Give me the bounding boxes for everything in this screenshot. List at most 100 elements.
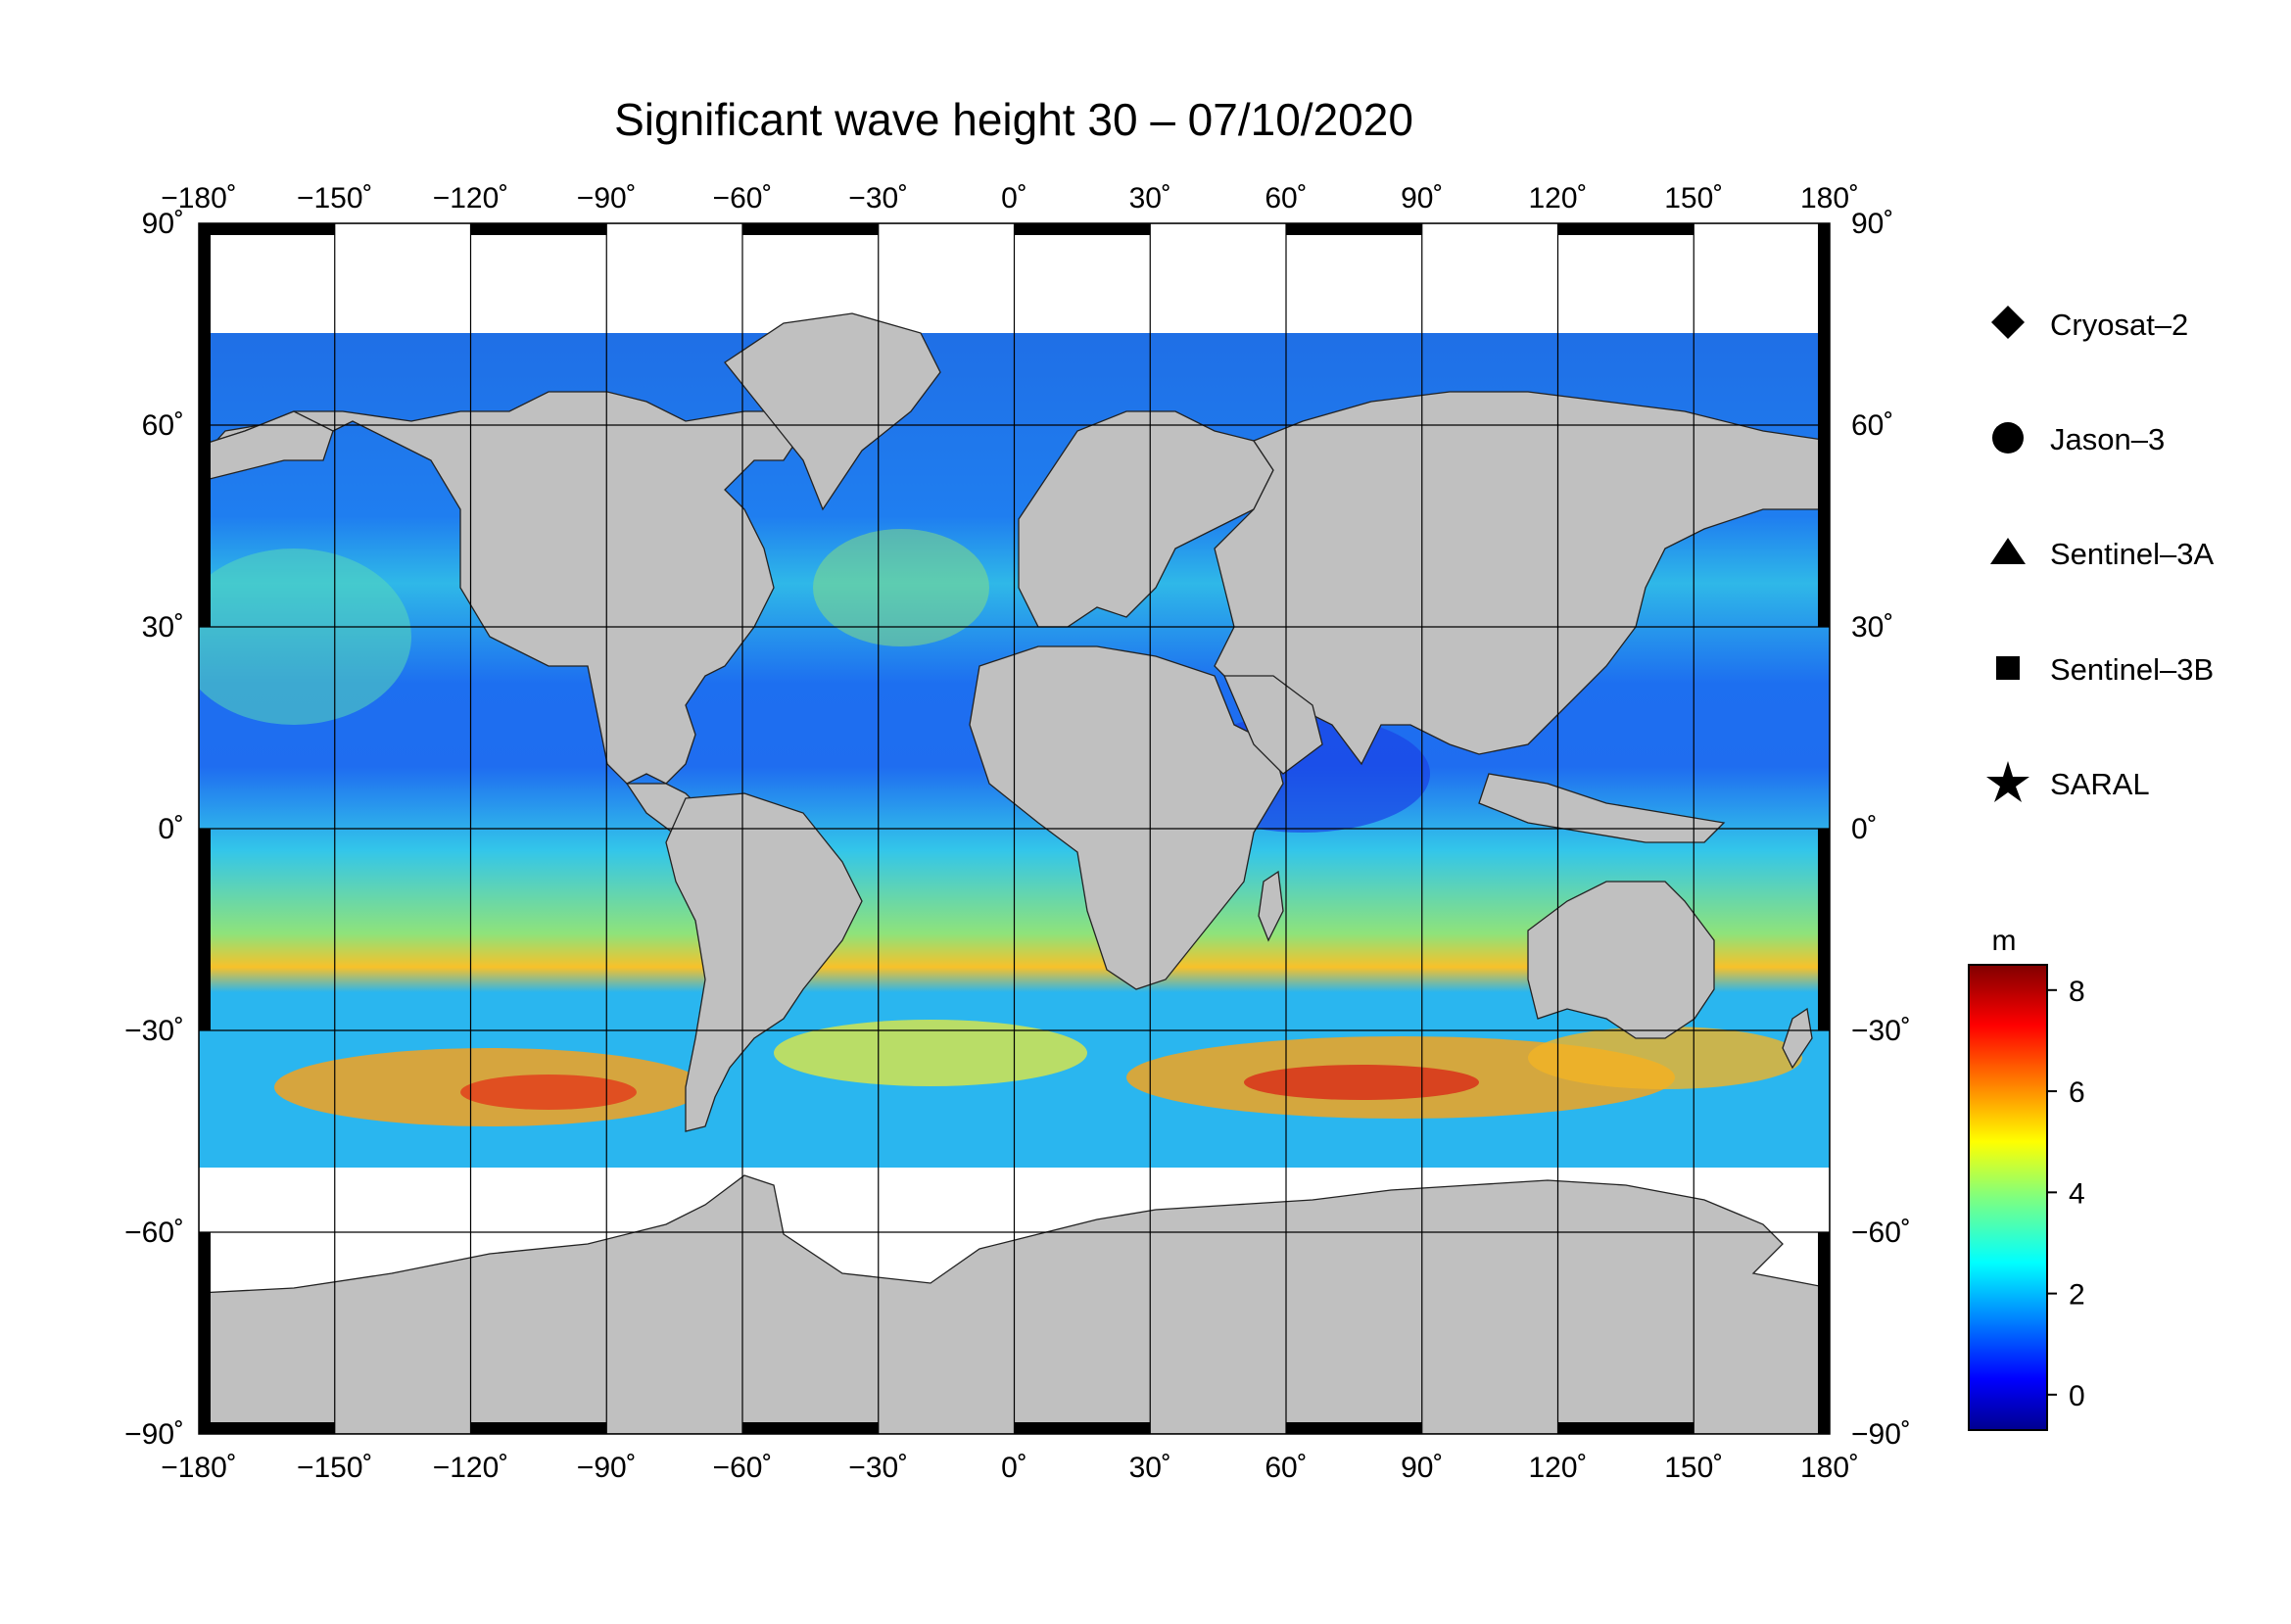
legend-label: Jason–3	[2050, 422, 2165, 456]
graticule	[199, 223, 1830, 1434]
land-north-america	[199, 391, 804, 785]
lon-ticks-bottom: −180˚ −150˚ −120˚ −90˚ −60˚ −30˚ 0˚ 30˚ 60˚ 90˚ 12…	[161, 1452, 1859, 1484]
lon-tick-label: 0˚	[1001, 1452, 1027, 1484]
swell-north-atlantic	[813, 529, 989, 646]
colorbar: m 0 2 4 6 8	[1968, 925, 2085, 1431]
lon-tick-label: 180˚	[1800, 182, 1859, 215]
colorbar-tick-label: 0	[2069, 1380, 2085, 1412]
map-title: Significant wave height 30 – 07/10/2020	[614, 94, 1413, 145]
lon-tick-label: −180˚	[161, 1452, 237, 1484]
frame-bar-segment	[1818, 829, 1830, 1030]
hotspot-south-pacific-core	[460, 1075, 637, 1110]
colorbar-gradient	[1968, 964, 2048, 1431]
land-greenland	[724, 312, 941, 511]
lon-tick-label: −120˚	[433, 182, 509, 215]
legend-item-sentinel-3b: Sentinel–3B	[1996, 652, 2214, 687]
frame-bar-segment	[199, 1422, 335, 1434]
lon-tick-label: −30˚	[848, 1452, 908, 1484]
frame-bar-segment	[1818, 425, 1830, 627]
lon-tick-label: 90˚	[1401, 1452, 1443, 1484]
frame-bar-segment	[1818, 223, 1830, 425]
lat-tick-label: 90˚	[1851, 208, 1893, 240]
land-arabia	[1223, 675, 1323, 775]
land-australia	[1527, 881, 1715, 1039]
lon-tick-label: 60˚	[1265, 1452, 1307, 1484]
hotspot-south-atlantic	[774, 1020, 1087, 1086]
diamond-icon	[1991, 306, 2025, 339]
square-icon	[1996, 656, 2020, 680]
lon-tick-label: 120˚	[1528, 182, 1587, 215]
lat-ticks-right: 90˚ 60˚ 30˚ 0˚ −30˚ −60˚ −90˚	[1851, 208, 1911, 1451]
colorbar-tick-label: 2	[2069, 1279, 2085, 1312]
lat-ticks-left: 90˚ 60˚ 30˚ 0˚ −30˚ −60˚ −90˚	[124, 208, 184, 1451]
lat-tick-label: 0˚	[1851, 813, 1878, 845]
colorbar-tick-label: 8	[2069, 976, 2085, 1008]
lon-tick-label: 150˚	[1664, 182, 1723, 215]
lon-tick-label: 180˚	[1800, 1452, 1859, 1484]
lon-tick-label: 60˚	[1265, 182, 1307, 215]
lon-tick-label: −180˚	[161, 182, 237, 215]
satellite-legend: Cryosat–2 Jason–3 Sentinel–3A Sentinel–3…	[1986, 306, 2215, 802]
frame-bar-segment	[199, 425, 211, 627]
lat-tick-label: 0˚	[158, 813, 184, 845]
lon-tick-label: −60˚	[713, 1452, 773, 1484]
hotspot-south-indian-core	[1244, 1065, 1479, 1100]
lon-tick-label: 0˚	[1001, 182, 1027, 215]
frame-bar-segment	[1286, 223, 1422, 235]
frame-bar-segment	[199, 223, 211, 425]
lat-tick-label: −90˚	[1851, 1418, 1911, 1451]
legend-item-cryosat: Cryosat–2	[1991, 306, 2188, 342]
lon-tick-label: −90˚	[577, 182, 637, 215]
frame-bar-segment	[199, 223, 335, 235]
land-alaska	[199, 410, 334, 481]
frame-bar-segment	[470, 223, 607, 235]
lat-tick-label: 60˚	[142, 409, 184, 442]
world-map	[199, 223, 1830, 1434]
frame-bar-segment	[1014, 1422, 1151, 1434]
frame-bar-segment	[1818, 1232, 1830, 1434]
colorbar-tick-label: 4	[2069, 1177, 2085, 1210]
frame-bar-segment	[1014, 223, 1151, 235]
lat-tick-label: −30˚	[124, 1015, 184, 1047]
lat-tick-label: 30˚	[142, 611, 184, 644]
colorbar-ticks: 0 2 4 6 8	[2047, 976, 2085, 1412]
lon-tick-label: 90˚	[1401, 182, 1443, 215]
lon-tick-label: 150˚	[1664, 1452, 1723, 1484]
triangle-icon	[1990, 538, 2026, 564]
frame-bar-segment	[1286, 1422, 1422, 1434]
lat-tick-label: −60˚	[1851, 1217, 1911, 1249]
lat-tick-label: 60˚	[1851, 409, 1893, 442]
land-new-zealand	[1782, 1007, 1813, 1070]
land-africa	[969, 645, 1284, 990]
colorbar-unit: m	[1992, 925, 2017, 957]
lat-tick-label: −60˚	[124, 1217, 184, 1249]
land-south-america	[665, 792, 863, 1132]
lon-tick-label: −150˚	[297, 182, 373, 215]
lat-tick-label: −90˚	[124, 1418, 184, 1451]
circle-icon	[1992, 422, 2024, 454]
lon-tick-label: −60˚	[713, 182, 773, 215]
legend-item-saral: SARAL	[1986, 761, 2150, 802]
frame-bar-segment	[742, 1422, 879, 1434]
lon-tick-label: −30˚	[848, 182, 908, 215]
star-icon	[1986, 761, 2029, 802]
legend-label: Sentinel–3B	[2050, 652, 2214, 687]
lon-ticks-top: −180˚ −150˚ −120˚ −90˚ −60˚ −30˚ 0˚ 30˚ 60˚ 90˚ 12…	[161, 182, 1859, 215]
frame-bar-segment	[470, 1422, 607, 1434]
lat-tick-label: −30˚	[1851, 1015, 1911, 1047]
frame-bar-segment	[199, 829, 211, 1030]
legend-label: Sentinel–3A	[2050, 537, 2215, 571]
lon-tick-label: −90˚	[577, 1452, 637, 1484]
lon-tick-label: −120˚	[433, 1452, 509, 1484]
lon-tick-label: 30˚	[1129, 182, 1171, 215]
swell-north-pacific	[199, 549, 411, 725]
lon-tick-label: 30˚	[1129, 1452, 1171, 1484]
frame-bar-segment	[199, 1232, 211, 1434]
legend-item-sentinel-3a: Sentinel–3A	[1990, 537, 2215, 571]
legend-label: Cryosat–2	[2050, 308, 2188, 342]
lat-tick-label: 30˚	[1851, 611, 1893, 644]
lon-tick-label: 120˚	[1528, 1452, 1587, 1484]
colorbar-tick-label: 6	[2069, 1076, 2085, 1109]
hotspot-south-of-australia	[1528, 1027, 1802, 1089]
